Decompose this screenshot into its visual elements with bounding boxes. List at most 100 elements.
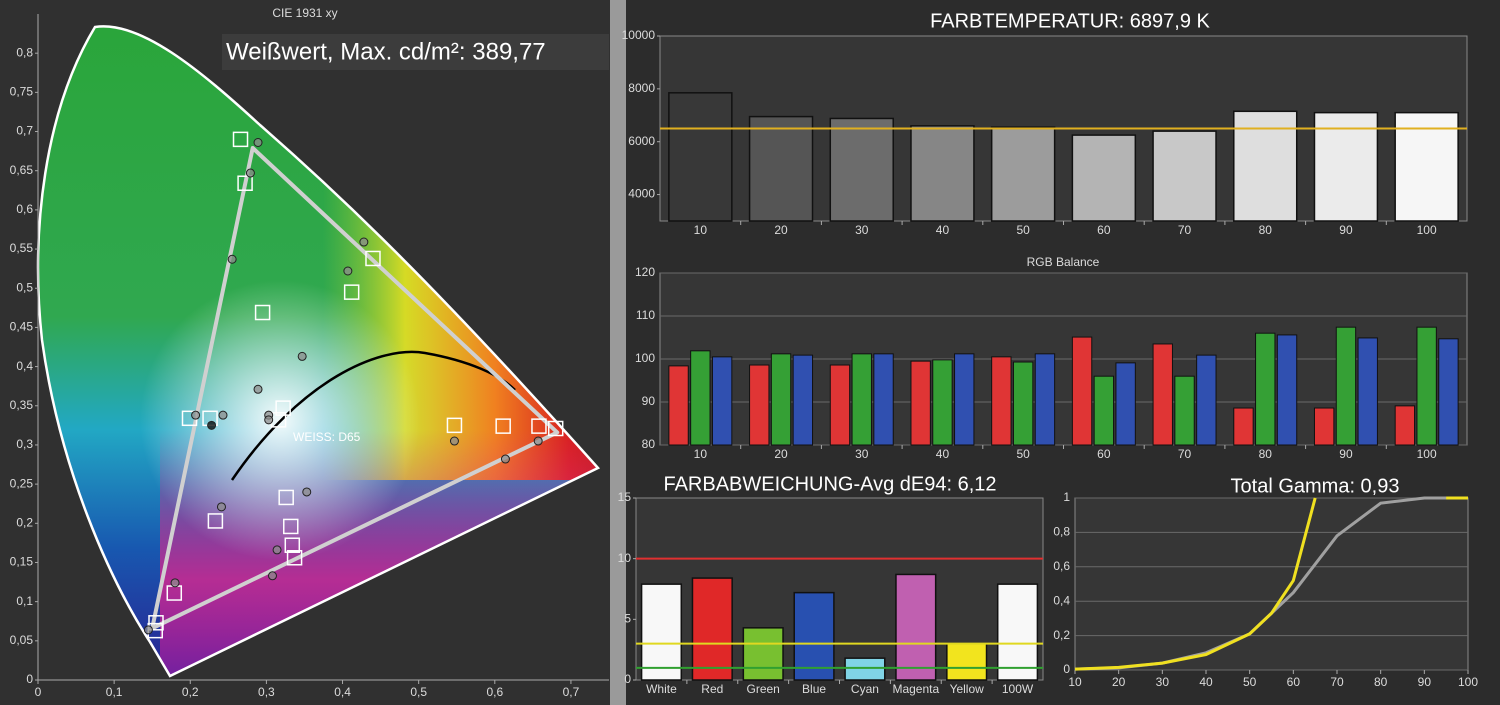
y-tick-label: 0,7 (16, 124, 33, 138)
bar (1012, 361, 1034, 446)
bar (1152, 130, 1217, 222)
target-marker (547, 420, 564, 437)
bar (1276, 334, 1298, 446)
bar (1093, 375, 1115, 446)
x-tick-label: 100 (1417, 223, 1437, 237)
chart-title: RGB Balance (1027, 255, 1100, 269)
bar (792, 354, 814, 446)
y-tick-label: 15 (618, 490, 632, 504)
x-tick-label: 40 (1199, 675, 1213, 689)
annotation: WEISS: D65 (293, 430, 361, 444)
measured-marker (449, 436, 459, 446)
y-tick-label: 0,1 (16, 594, 33, 608)
x-tick-label: 40 (936, 223, 950, 237)
y-tick-label: 10 (618, 551, 632, 565)
target-marker (284, 537, 301, 553)
x-tick-label: 100 (1417, 447, 1437, 461)
measured-marker (359, 237, 369, 247)
y-tick-label: 0,45 (10, 320, 34, 334)
bar (996, 583, 1039, 681)
x-tick-label: 30 (1156, 675, 1170, 689)
bar (668, 365, 689, 446)
y-tick-label: 0,15 (10, 555, 34, 569)
chart-title: FARBTEMPERATUR: 6897,9 K (930, 10, 1210, 32)
bar (1335, 326, 1357, 446)
measured-marker (216, 502, 226, 512)
bar (1071, 336, 1093, 446)
bar (691, 577, 733, 681)
target-marker (343, 284, 360, 300)
x-tick-label: 50 (1243, 675, 1257, 689)
x-tick-label: 70 (1178, 447, 1192, 461)
x-tick-label: 90 (1339, 447, 1353, 461)
target-marker (283, 518, 299, 535)
x-tick-label: Yellow (950, 682, 985, 696)
y-tick-label: 120 (635, 265, 655, 279)
y-tick-label: 0 (624, 672, 631, 686)
bar (954, 353, 975, 446)
bar (1357, 337, 1378, 446)
target-marker (237, 175, 253, 191)
x-tick-label: 20 (774, 447, 788, 461)
bar (1071, 134, 1137, 222)
x-tick-label: White (646, 682, 677, 696)
y-tick-label: 0 (1063, 662, 1070, 676)
x-tick-label: 60 (1097, 223, 1111, 237)
x-tick-label: 0,6 (486, 685, 503, 699)
y-tick-label: 8000 (628, 81, 655, 95)
bar (1394, 111, 1459, 222)
bar (1174, 375, 1195, 446)
y-tick-label: 0,2 (16, 515, 33, 529)
bar (1115, 362, 1136, 446)
plot-area (1074, 497, 1469, 671)
y-tick-label: 0,8 (16, 45, 33, 59)
measured-marker (245, 168, 255, 178)
bar (1416, 326, 1437, 446)
y-tick-label: 0,5 (16, 280, 33, 294)
measured-marker (170, 578, 180, 588)
y-tick-label: 90 (642, 394, 656, 408)
x-tick-label: 0,7 (563, 685, 580, 699)
bar (1233, 407, 1254, 446)
bar (1438, 338, 1459, 446)
annotation: Weißwert, Max. cd/m²: 389,77 (226, 38, 546, 65)
bar (1152, 343, 1173, 446)
x-tick-label: 50 (1016, 447, 1030, 461)
x-tick-label: 80 (1259, 447, 1273, 461)
gamma-line (1074, 497, 1317, 671)
x-tick-label: 0,2 (182, 685, 199, 699)
bar (1313, 407, 1335, 446)
bar (851, 353, 872, 446)
x-tick-label: Green (747, 682, 780, 696)
x-tick-label: 80 (1259, 223, 1273, 237)
bar (770, 353, 792, 446)
measured-marker (143, 625, 153, 635)
x-tick-label: 60 (1287, 675, 1301, 689)
y-tick-label: 100 (635, 351, 655, 365)
measured-marker (253, 137, 263, 147)
x-tick-label: 80 (1374, 675, 1388, 689)
measured-marker (267, 571, 277, 581)
x-tick-label: 0 (35, 685, 42, 699)
measured-marker (272, 545, 282, 555)
bar (829, 364, 851, 446)
x-tick-label: 0,3 (258, 685, 275, 699)
chart-title: FARBABWEICHUNG-Avg dE94: 6,12 (663, 473, 996, 495)
bar (990, 126, 1056, 222)
bar (910, 125, 975, 222)
y-tick-label: 0,6 (1053, 559, 1070, 573)
x-tick-label: 40 (936, 447, 950, 461)
y-tick-label: 1 (1063, 490, 1070, 504)
y-tick-label: 0,75 (10, 85, 34, 99)
y-tick-label: 110 (636, 308, 655, 322)
target-marker (254, 304, 271, 321)
measured-marker (253, 384, 263, 394)
bar (829, 117, 894, 222)
bar (711, 356, 733, 446)
y-tick-label: 0,25 (10, 476, 34, 490)
target-marker (495, 418, 511, 434)
x-tick-label: 90 (1339, 223, 1353, 237)
y-tick-label: 0 (26, 672, 33, 686)
y-tick-label: 0,6 (16, 202, 33, 216)
